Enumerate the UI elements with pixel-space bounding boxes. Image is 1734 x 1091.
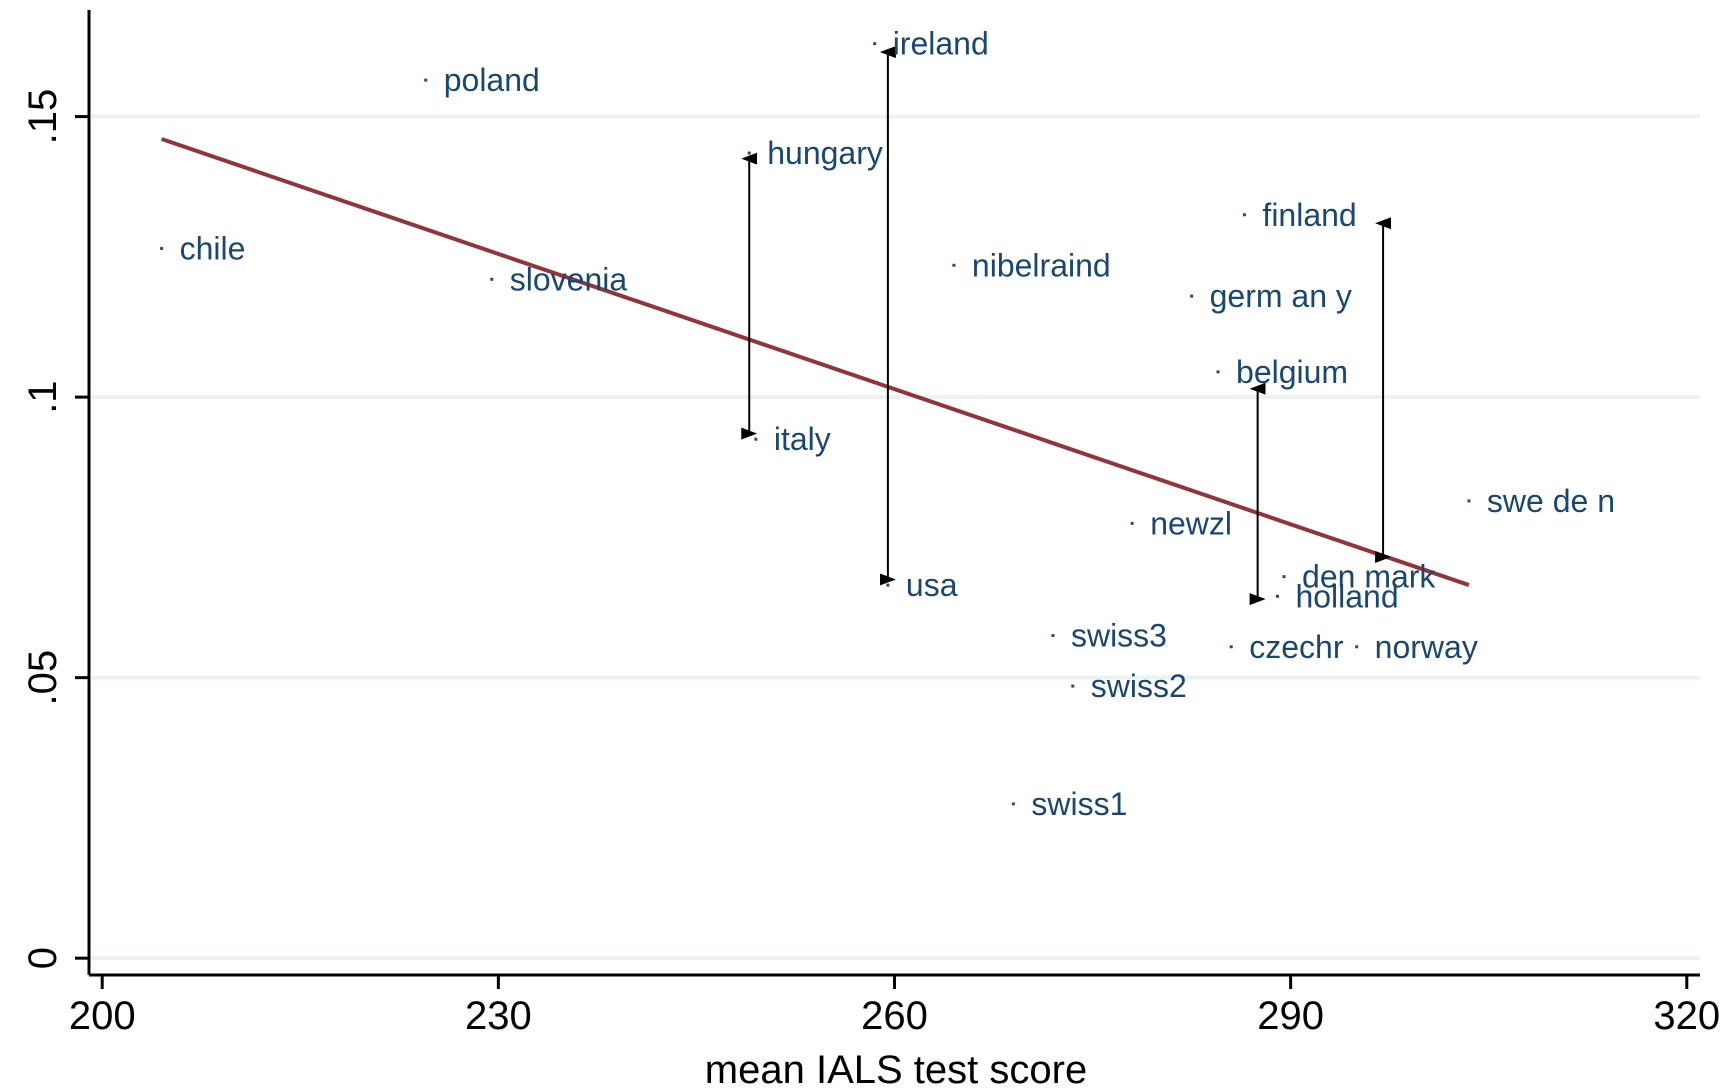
data-point <box>160 246 164 250</box>
point-label: chile <box>180 230 246 266</box>
point-label: belgium <box>1236 354 1348 390</box>
point-label: poland <box>444 62 540 98</box>
data-point <box>747 151 751 155</box>
data-point <box>886 583 890 587</box>
data-point <box>873 42 877 46</box>
y-tick-label: .15 <box>21 89 65 145</box>
point-label: newzl <box>1150 505 1232 541</box>
y-tick-label: .1 <box>21 380 65 413</box>
data-point <box>1242 213 1246 217</box>
point-label: swe de n <box>1487 483 1615 519</box>
point-label: slovenia <box>510 261 628 297</box>
point-label: swiss3 <box>1071 618 1167 654</box>
point-label: swiss2 <box>1091 668 1187 704</box>
data-point <box>1071 684 1075 688</box>
axes: 200 230 260 290 320 0 .05 .1 .15 <box>21 10 1720 1038</box>
data-point <box>1051 634 1055 638</box>
y-tick-label: .05 <box>21 650 65 706</box>
points-layer: chile poland slovenia hungary italy ireland us… <box>160 26 1615 822</box>
point-label: ireland <box>893 26 989 62</box>
x-tick-label: 260 <box>861 994 928 1038</box>
data-point <box>1216 370 1220 374</box>
point-label: holland <box>1295 578 1398 614</box>
data-point <box>1011 802 1015 806</box>
y-tick-label: 0 <box>21 947 65 969</box>
point-label: swiss1 <box>1031 786 1127 822</box>
point-label: den mark <box>1302 559 1436 595</box>
data-point <box>952 263 956 267</box>
data-point <box>1130 521 1134 525</box>
x-axis-title: mean IALS test score <box>705 1048 1087 1091</box>
data-point <box>424 78 428 82</box>
x-tick-label: 200 <box>69 994 136 1038</box>
data-point <box>1275 594 1279 598</box>
x-tick-label: 230 <box>465 994 532 1038</box>
data-point <box>1190 294 1194 298</box>
point-label: norway <box>1375 629 1478 665</box>
data-point <box>1467 499 1471 503</box>
x-tick-label: 320 <box>1653 994 1720 1038</box>
data-point <box>754 437 758 441</box>
data-point <box>1355 645 1359 649</box>
x-tick-label: 290 <box>1257 994 1324 1038</box>
data-point <box>490 277 494 281</box>
point-label: usa <box>906 567 958 603</box>
point-label: germ an y <box>1210 278 1352 314</box>
point-label: nibelraind <box>972 247 1111 283</box>
arrows-layer <box>741 46 1392 606</box>
point-label: hungary <box>767 135 883 171</box>
point-label: italy <box>774 421 831 457</box>
data-point <box>1282 575 1286 579</box>
data-point <box>1229 645 1233 649</box>
point-label: finland <box>1262 197 1356 233</box>
point-label: czechr <box>1249 629 1344 665</box>
